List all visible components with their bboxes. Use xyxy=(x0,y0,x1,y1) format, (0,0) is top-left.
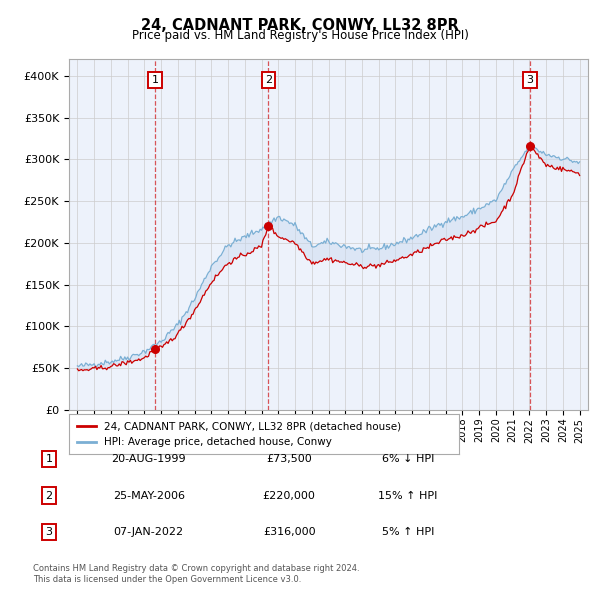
Text: 24, CADNANT PARK, CONWY, LL32 8PR (detached house): 24, CADNANT PARK, CONWY, LL32 8PR (detac… xyxy=(104,421,401,431)
Text: 20-AUG-1999: 20-AUG-1999 xyxy=(112,454,186,464)
Text: 15% ↑ HPI: 15% ↑ HPI xyxy=(379,491,437,500)
Text: 25-MAY-2006: 25-MAY-2006 xyxy=(113,491,185,500)
Text: This data is licensed under the Open Government Licence v3.0.: This data is licensed under the Open Gov… xyxy=(33,575,301,584)
Text: Contains HM Land Registry data © Crown copyright and database right 2024.: Contains HM Land Registry data © Crown c… xyxy=(33,565,359,573)
Text: 3: 3 xyxy=(526,75,533,85)
Text: 2: 2 xyxy=(46,491,52,500)
Text: Price paid vs. HM Land Registry's House Price Index (HPI): Price paid vs. HM Land Registry's House … xyxy=(131,30,469,42)
Text: £73,500: £73,500 xyxy=(266,454,312,464)
Text: 1: 1 xyxy=(152,75,158,85)
Text: 3: 3 xyxy=(46,527,52,537)
Text: HPI: Average price, detached house, Conwy: HPI: Average price, detached house, Conw… xyxy=(104,437,332,447)
Text: 07-JAN-2022: 07-JAN-2022 xyxy=(114,527,184,537)
Text: £316,000: £316,000 xyxy=(263,527,316,537)
Text: 1: 1 xyxy=(46,454,52,464)
Text: 6% ↓ HPI: 6% ↓ HPI xyxy=(382,454,434,464)
Text: 2: 2 xyxy=(265,75,272,85)
Text: 24, CADNANT PARK, CONWY, LL32 8PR: 24, CADNANT PARK, CONWY, LL32 8PR xyxy=(141,18,459,32)
Text: 5% ↑ HPI: 5% ↑ HPI xyxy=(382,527,434,537)
Text: £220,000: £220,000 xyxy=(263,491,316,500)
